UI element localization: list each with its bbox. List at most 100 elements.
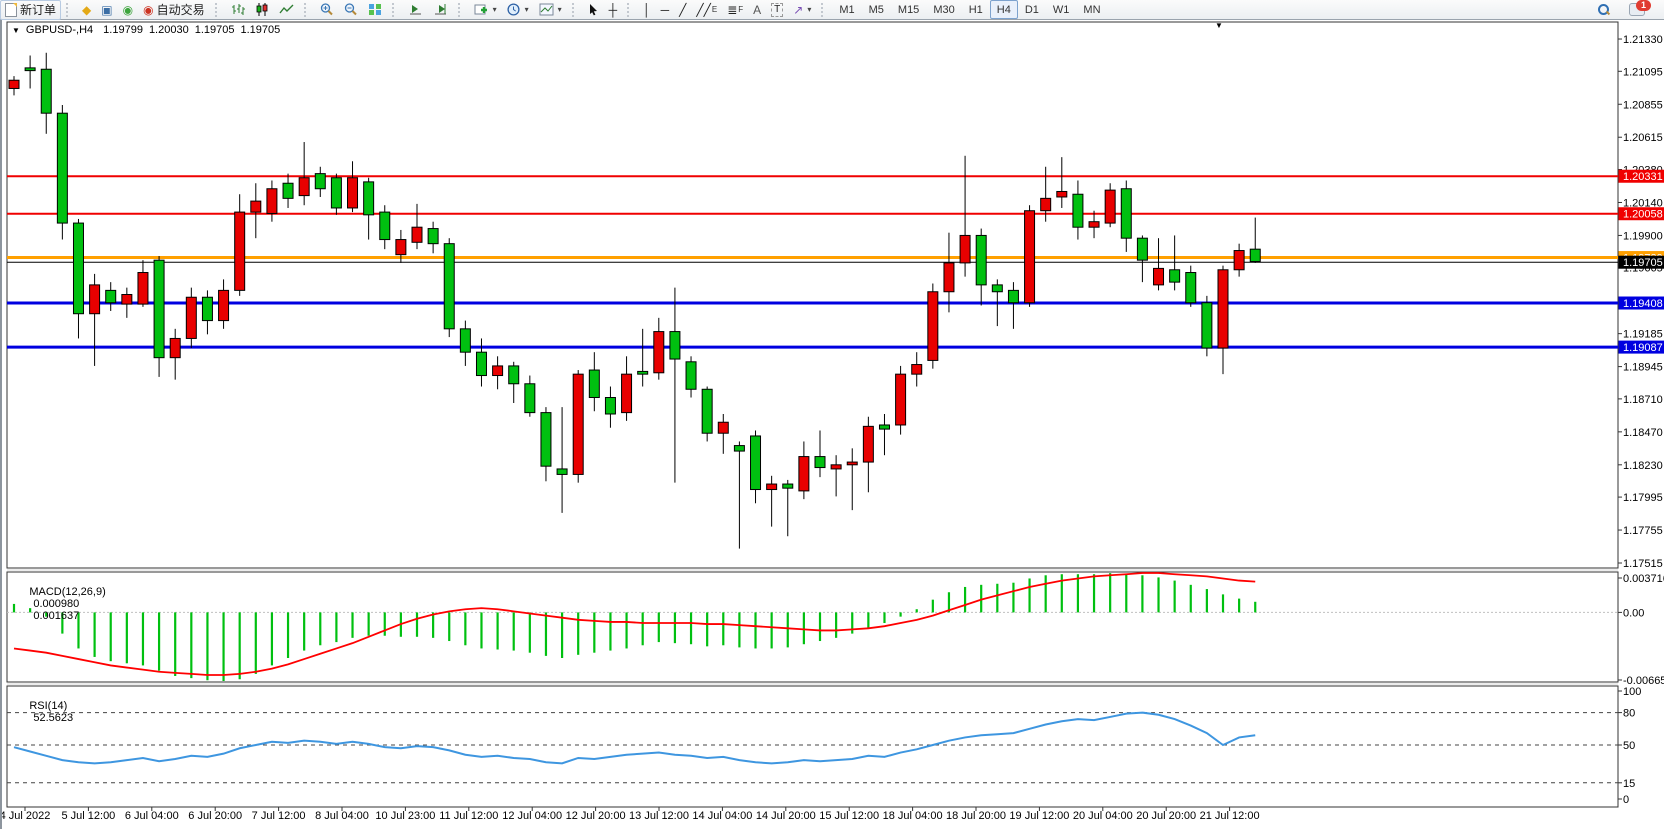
candle-body xyxy=(540,412,552,467)
time-axis-label: 10 Jul 23:00 xyxy=(375,810,435,822)
price-axis-label: 1.20615 xyxy=(1623,132,1663,144)
chart-canvas[interactable]: 1.213301.210951.208551.206151.203801.201… xyxy=(2,20,1664,829)
templates-button[interactable]: ▾ xyxy=(534,0,567,20)
vertical-line-button[interactable]: │ xyxy=(638,0,656,20)
autotrading-button[interactable]: ◉ 自动交易 xyxy=(138,0,210,20)
rsi-axis-label: 50 xyxy=(1623,740,1635,752)
rsi-panel xyxy=(6,685,1619,808)
crosshair-button[interactable]: ┼ xyxy=(604,0,623,20)
data-folder-button[interactable]: ◆ xyxy=(77,0,96,20)
cursor-button[interactable] xyxy=(583,0,604,20)
timeframe-m5[interactable]: M5 xyxy=(868,3,884,16)
candle-body xyxy=(298,177,310,197)
periods-clock-icon xyxy=(507,3,520,16)
candle-body xyxy=(637,370,649,375)
chevron-down-icon: ▾ xyxy=(807,5,812,14)
line-chart-button[interactable] xyxy=(274,0,299,20)
candle-body xyxy=(1007,289,1019,304)
candle-body xyxy=(1153,267,1165,286)
candle-body xyxy=(330,177,342,209)
price-badge xyxy=(1618,207,1664,221)
chart-symbol-period: GBPUSD-,H4 xyxy=(25,24,94,36)
candle-body xyxy=(1072,193,1084,228)
timeframe-m1[interactable]: M1 xyxy=(839,3,855,16)
candle-body xyxy=(282,182,294,199)
trendline-button[interactable]: ╱ xyxy=(674,0,691,20)
terminal-button[interactable]: ▣ xyxy=(96,0,117,20)
zoom-out-button[interactable] xyxy=(339,0,363,20)
price-axis-label: 1.17995 xyxy=(1623,492,1663,504)
horizontal-line-button[interactable]: ─ xyxy=(656,0,675,20)
data-folder-icon: ◆ xyxy=(82,2,92,17)
candle-body xyxy=(105,289,117,304)
candle-body xyxy=(524,383,536,414)
price-axis: 1.213301.210951.208551.206151.203801.201… xyxy=(1618,34,1664,806)
candle-body xyxy=(991,284,1003,293)
price-axis-label: 1.18945 xyxy=(1623,362,1663,374)
candle-body xyxy=(556,468,568,475)
ohlc-close: 1.19705 xyxy=(240,24,281,36)
chevron-down-icon[interactable]: ▼ xyxy=(12,25,20,35)
candle-body xyxy=(427,228,439,245)
signals-button[interactable]: ◉ xyxy=(118,0,138,20)
candle-body xyxy=(201,296,213,322)
timeframe-m30[interactable]: M30 xyxy=(933,3,955,16)
text-icon: A xyxy=(753,2,762,17)
timeframe-h1[interactable]: H1 xyxy=(968,3,983,16)
candle-body xyxy=(621,373,633,414)
macd-indicator-label: MACD(12,26,9) 0.000980 0.001637 xyxy=(11,574,106,634)
panel-splitter xyxy=(7,683,1618,685)
time-axis-label: 4 Jul 2022 xyxy=(2,810,50,822)
macd-signal-value: 0.001637 xyxy=(33,610,80,622)
rsi-axis-label: 0 xyxy=(1623,794,1629,806)
auto-scroll-button[interactable] xyxy=(403,0,428,20)
fibonacci-button[interactable]: ≣ F xyxy=(722,0,748,20)
equidistant-channel-button[interactable]: ╱╱ E xyxy=(691,0,722,20)
chart-window: 1.213301.210951.208551.206151.203801.201… xyxy=(0,19,1664,829)
bar-chart-icon xyxy=(231,4,245,15)
candle-body xyxy=(1040,197,1052,212)
price-badge-label: 1.19705 xyxy=(1623,257,1663,269)
time-axis-label: 6 Jul 20:00 xyxy=(188,810,242,822)
candlestick-chart-button[interactable] xyxy=(250,0,274,20)
signals-icon: ◉ xyxy=(122,2,134,17)
candle-body xyxy=(846,461,858,466)
macd-name: MACD(12,26,9) xyxy=(29,586,106,598)
time-axis-label: 5 Jul 12:00 xyxy=(61,810,115,822)
time-axis-label: 20 Jul 20:00 xyxy=(1136,810,1196,822)
new-chart-button[interactable]: ▾ xyxy=(469,0,502,20)
tile-windows-button[interactable] xyxy=(363,0,387,20)
arrows-button[interactable]: ↗ ▾ xyxy=(788,0,816,20)
chat-button[interactable]: 1 xyxy=(1624,0,1651,20)
arrows-icon: ↗ xyxy=(793,2,804,17)
text-label-button[interactable]: T xyxy=(766,0,788,20)
candle-body xyxy=(653,331,665,374)
candle-body xyxy=(363,181,375,216)
price-axis-label: 1.21095 xyxy=(1623,66,1663,78)
candle-body xyxy=(1185,272,1197,304)
text-button[interactable]: A xyxy=(748,0,766,20)
chevron-down-icon: ▾ xyxy=(492,5,497,14)
new-order-button[interactable]: 新订单 xyxy=(0,0,62,20)
bar-chart-button[interactable] xyxy=(226,0,250,20)
time-axis-label: 8 Jul 04:00 xyxy=(315,810,369,822)
vertical-line-icon: │ xyxy=(643,2,651,17)
candle-body xyxy=(1136,237,1148,261)
search-button[interactable] xyxy=(1593,0,1614,20)
timeframe-d1[interactable]: D1 xyxy=(1024,3,1039,16)
time-axis-label: 15 Jul 12:00 xyxy=(819,810,879,822)
zoom-in-button[interactable] xyxy=(315,0,339,20)
timeframe-h4[interactable]: H4 xyxy=(989,0,1018,19)
quick-navigation-icon[interactable]: ▼ xyxy=(1215,21,1223,30)
timeframe-w1[interactable]: W1 xyxy=(1052,3,1070,16)
candle-body xyxy=(89,284,101,315)
time-axis-label: 12 Jul 20:00 xyxy=(566,810,626,822)
macd-axis-label: 0.003716 xyxy=(1623,573,1664,585)
periods-button[interactable]: ▾ xyxy=(502,0,534,20)
candle-body xyxy=(1233,250,1245,271)
timeframe-m15[interactable]: M15 xyxy=(897,3,920,16)
autotrading-icon: ◉ xyxy=(143,2,154,17)
chart-shift-button[interactable] xyxy=(428,0,453,20)
timeframe-mn[interactable]: MN xyxy=(1083,3,1101,16)
ohlc-open: 1.19799 xyxy=(103,24,143,36)
